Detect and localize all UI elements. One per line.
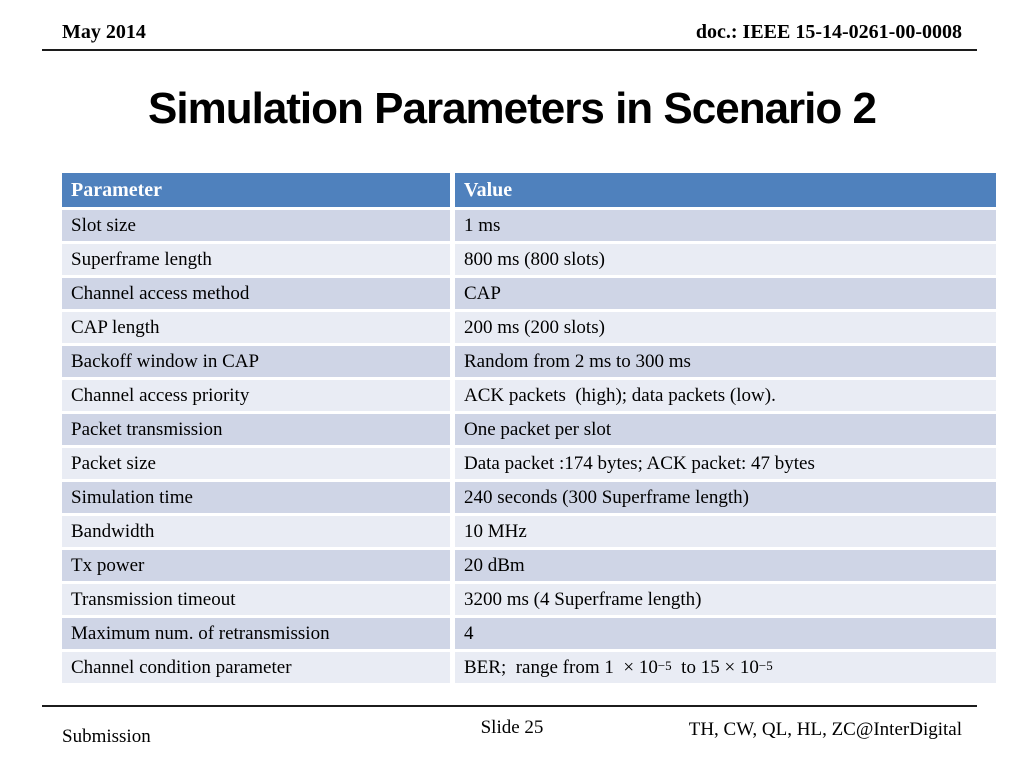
parameter-cell: Slot size: [62, 210, 450, 241]
table-row: Packet size Data packet :174 bytes; ACK p…: [62, 448, 996, 479]
parameter-cell: Superframe length: [62, 244, 450, 275]
value-cell: 1 ms: [455, 210, 996, 241]
parameter-cell: Bandwidth: [62, 516, 450, 547]
value-cell: 10 MHz: [455, 516, 996, 547]
table-row: Slot size 1 ms: [62, 210, 996, 241]
header-date: May 2014: [62, 21, 146, 43]
parameter-cell: Channel access priority: [62, 380, 450, 411]
parameter-cell: Channel condition parameter: [62, 652, 450, 683]
value-cell: Random from 2 ms to 300 ms: [455, 346, 996, 377]
value-cell: CAP: [455, 278, 996, 309]
value-cell: Data packet :174 bytes; ACK packet: 47 b…: [455, 448, 996, 479]
footer-authors: TH, CW, QL, HL, ZC@InterDigital: [688, 719, 962, 740]
footer-submission: Submission: [62, 726, 151, 747]
table-row: Superframe length 800 ms (800 slots): [62, 244, 996, 275]
table-row: Channel access method CAP: [62, 278, 996, 309]
parameter-cell: Tx power: [62, 550, 450, 581]
parameter-cell: Packet size: [62, 448, 450, 479]
parameter-cell: Maximum num. of retransmission: [62, 618, 450, 649]
value-cell: 200 ms (200 slots): [455, 312, 996, 343]
value-cell: 20 dBm: [455, 550, 996, 581]
value-cell: 4: [455, 618, 996, 649]
table-row: Backoff window in CAP Random from 2 ms to…: [62, 346, 996, 377]
table-row: Tx power 20 dBm: [62, 550, 996, 581]
table-row: Transmission timeout 3200 ms (4 Superfram…: [62, 584, 996, 615]
value-cell: One packet per slot: [455, 414, 996, 445]
page-title: Simulation Parameters in Scenario 2: [148, 84, 877, 133]
value-cell: 240 seconds (300 Superframe length): [455, 482, 996, 513]
parameter-cell: Transmission timeout: [62, 584, 450, 615]
slide-header: May 2014 doc.: IEEE 15-14-0261-00-0008: [62, 21, 962, 44]
table-row: Channel access priority ACK packets (high…: [62, 380, 996, 411]
footer-slide-number: Slide 25: [480, 717, 544, 738]
parameter-cell: CAP length: [62, 312, 450, 343]
value-cell: 3200 ms (4 Superframe length): [455, 584, 996, 615]
header-doc-number: doc.: IEEE 15-14-0261-00-0008: [695, 21, 962, 43]
table-body: Slot size 1 ms Superframe length 800 ms (80…: [62, 210, 996, 683]
table-row: Packet transmission One packet per slot: [62, 414, 996, 445]
parameter-cell: Packet transmission: [62, 414, 450, 445]
parameters-table: Parameter Value Slot size 1 ms Superframe …: [62, 173, 996, 686]
value-cell: ACK packets (high); data packets (low).: [455, 380, 996, 411]
header-divider: [42, 49, 977, 51]
table-row: Channel condition parameter BER; range fr…: [62, 652, 996, 683]
parameter-cell: Channel access method: [62, 278, 450, 309]
table-row: Bandwidth 10 MHz: [62, 516, 996, 547]
table-header-row: Parameter Value: [62, 173, 996, 207]
column-header-value: Value: [455, 173, 996, 207]
parameter-cell: Backoff window in CAP: [62, 346, 450, 377]
table-row: CAP length 200 ms (200 slots): [62, 312, 996, 343]
footer-divider: [42, 705, 977, 707]
table-row: Simulation time 240 seconds (300 Superfra…: [62, 482, 996, 513]
value-cell: 800 ms (800 slots): [455, 244, 996, 275]
table-row: Maximum num. of retransmission 4: [62, 618, 996, 649]
column-header-parameter: Parameter: [62, 173, 450, 207]
parameter-cell: Simulation time: [62, 482, 450, 513]
value-cell: BER; range from 1 × 10 −5 to 15 × 10 −5: [455, 652, 996, 683]
